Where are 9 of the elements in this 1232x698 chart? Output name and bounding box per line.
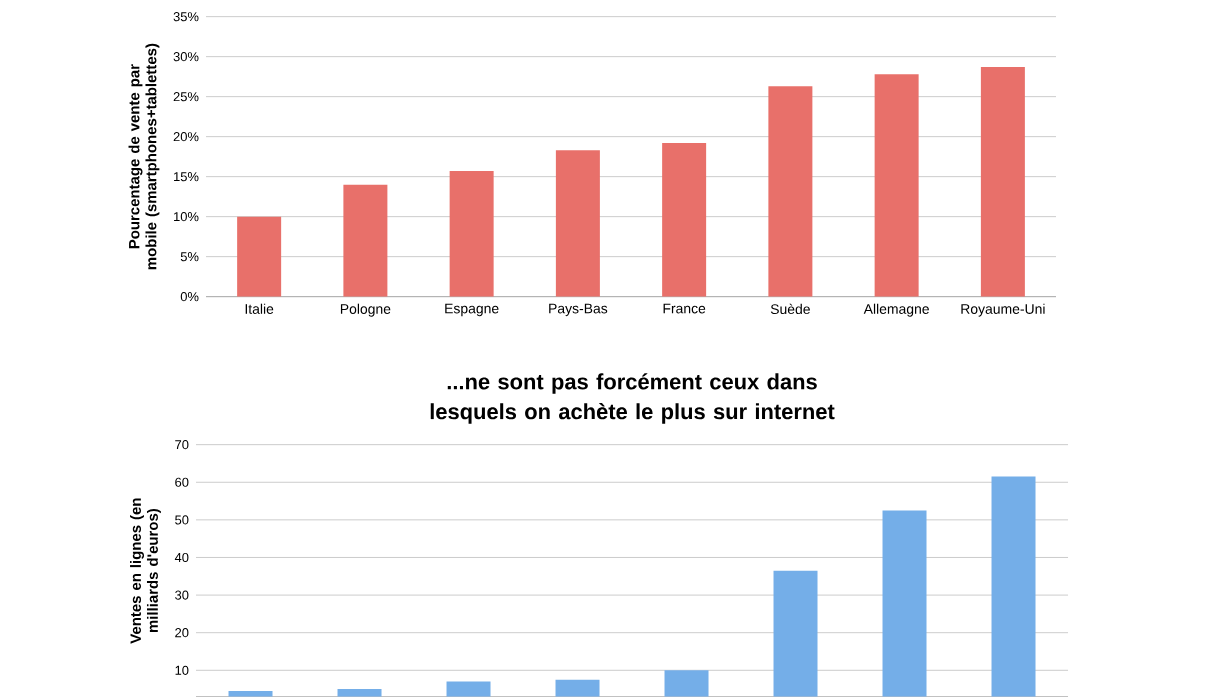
bar [874, 74, 919, 298]
bar [237, 217, 282, 298]
bar [768, 86, 813, 298]
bar [555, 150, 600, 298]
bar [449, 171, 494, 298]
bar [980, 67, 1025, 298]
chart-title: ...ne sont pas forcément ceux dans lesquels on achète le plus sur internet [430, 373, 835, 425]
bar [662, 143, 707, 298]
bar [343, 185, 388, 298]
